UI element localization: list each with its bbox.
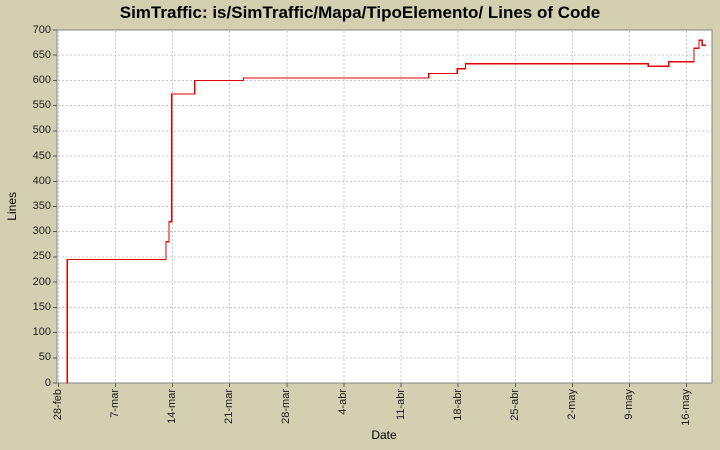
y-tick-label: 350 <box>32 200 51 212</box>
x-tick-label: 11-abr <box>394 389 407 420</box>
x-tick-label: 28-feb <box>51 389 64 421</box>
y-tick-label: 0 <box>44 376 51 389</box>
x-tick-label: 16-may <box>680 389 693 426</box>
x-tick-label: 25-abr <box>508 389 521 421</box>
x-tick-label: 7-mar <box>108 389 121 418</box>
chart-title: SimTraffic: is/SimTraffic/Mapa/TipoEleme… <box>119 3 601 22</box>
y-tick-label: 650 <box>32 48 51 61</box>
y-tick-label: 150 <box>32 300 51 313</box>
x-axis-title: Date <box>371 428 397 442</box>
x-tick-label: 21-mar <box>223 389 236 424</box>
x-tick-label: 18-abr <box>451 389 464 421</box>
y-tick-label: 250 <box>32 250 51 263</box>
x-tick-label: 2-may <box>565 389 578 420</box>
y-tick-label: 550 <box>32 99 51 112</box>
x-tick-label: 28-mar <box>280 389 293 424</box>
y-tick-label: 100 <box>32 326 51 339</box>
x-tick-label: 4-abr <box>337 389 350 415</box>
y-tick-label: 500 <box>32 124 51 137</box>
x-tick-label: 9-may <box>623 389 635 420</box>
x-tick-label: 14-mar <box>166 389 179 424</box>
y-tick-label: 200 <box>32 275 51 288</box>
loc-step-line <box>66 39 707 384</box>
y-tick-label: 600 <box>32 73 51 86</box>
y-tick-label: 450 <box>32 149 51 162</box>
y-tick-label: 300 <box>32 225 51 238</box>
y-tick-label: 50 <box>38 351 51 364</box>
y-tick-label: 400 <box>32 174 51 187</box>
y-tick-label: 700 <box>32 23 51 36</box>
